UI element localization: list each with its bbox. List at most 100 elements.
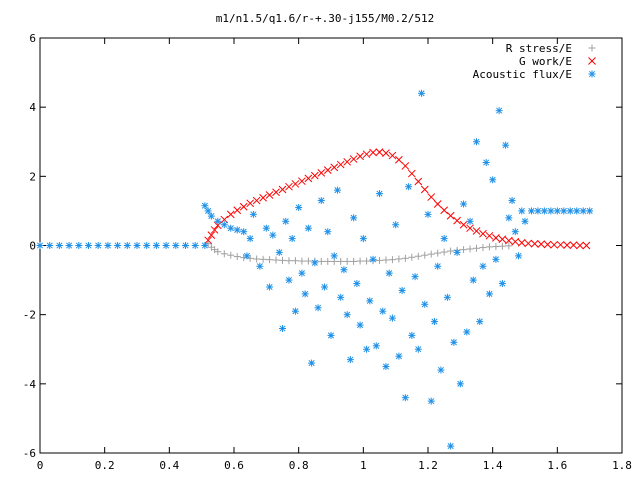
chart-title: m1/n1.5/q1.6/r-+.30-j155/M0.2/512 [216, 12, 435, 25]
data-point [272, 188, 280, 197]
x-tick-label: 1.6 [547, 459, 567, 472]
data-point [479, 244, 487, 252]
data-point [388, 256, 396, 264]
data-point [272, 256, 280, 264]
data-point [279, 256, 286, 264]
data-point [376, 256, 383, 264]
data-point [433, 200, 442, 208]
data-point [447, 442, 455, 450]
data-point [466, 224, 474, 233]
data-point [395, 352, 403, 360]
data-point [266, 256, 274, 264]
axis-ticks: 0 0.2 0.4 0.6 0.8 1 1.2 1.4 1.6 1.8 -6 -4 -2 0 2 4 6 [23, 32, 632, 472]
data-point [324, 228, 332, 236]
data-point [291, 257, 299, 265]
data-point [466, 217, 474, 225]
data-point [308, 359, 316, 367]
data-point [278, 185, 287, 194]
data-point [401, 254, 409, 262]
data-point [485, 290, 493, 298]
data-point [453, 248, 461, 256]
data-point [265, 191, 274, 199]
series-layer [36, 89, 594, 450]
data-point [527, 207, 535, 215]
data-point [201, 242, 209, 249]
data-point [573, 207, 581, 215]
data-point [285, 257, 293, 265]
data-point [421, 300, 429, 308]
x-tick-label: 0.4 [159, 459, 179, 472]
data-point [321, 283, 329, 291]
data-point [152, 242, 160, 249]
data-point [579, 207, 587, 215]
data-point [537, 240, 546, 248]
data-point [456, 380, 464, 388]
data-point [505, 214, 513, 222]
legend-label: R stress/E [506, 42, 572, 55]
data-point [489, 176, 497, 184]
data-point [401, 394, 409, 402]
data-point [459, 220, 468, 229]
data-point [440, 235, 448, 243]
data-point [162, 242, 170, 249]
data-point [356, 257, 364, 265]
data-point [430, 318, 438, 326]
data-point [447, 247, 455, 255]
data-point [498, 280, 506, 288]
data-point [295, 203, 303, 211]
data-point [317, 169, 326, 177]
data-point [243, 252, 251, 260]
data-point [275, 248, 283, 256]
data-point [285, 276, 293, 284]
data-point [36, 242, 44, 249]
data-point [424, 210, 432, 218]
data-point [420, 185, 429, 194]
data-point [530, 239, 539, 248]
data-point [304, 224, 312, 232]
data-point [543, 240, 552, 249]
data-point [418, 89, 426, 97]
data-point [476, 318, 484, 326]
data-point [336, 160, 345, 169]
data-point [463, 328, 471, 336]
y-tick-label: 6 [29, 32, 36, 45]
data-point [485, 243, 493, 251]
data-point [214, 217, 222, 225]
data-point [269, 231, 277, 239]
series-cross [204, 148, 591, 250]
data-point [298, 257, 306, 265]
data-point [343, 311, 351, 319]
data-point [517, 238, 526, 247]
data-point [233, 226, 241, 234]
data-point [382, 363, 390, 371]
data-point [407, 169, 416, 178]
data-point [327, 331, 335, 339]
data-point [582, 241, 591, 250]
data-point [524, 239, 533, 248]
data-point [340, 266, 348, 274]
data-point [550, 240, 558, 249]
data-point [259, 255, 267, 263]
x-tick-label: 1.2 [418, 459, 438, 472]
data-point [314, 304, 322, 312]
data-point [540, 207, 548, 215]
data-point [123, 242, 131, 249]
data-point [473, 138, 480, 146]
data-point [333, 186, 341, 194]
data-point [382, 149, 390, 158]
data-point [301, 290, 309, 298]
data-point [94, 242, 102, 249]
data-point [553, 207, 561, 215]
data-point [421, 251, 429, 259]
data-point [518, 207, 526, 215]
data-point [65, 242, 73, 249]
data-point [246, 199, 255, 208]
data-point [239, 202, 248, 211]
data-point [233, 206, 242, 215]
data-point [473, 244, 480, 252]
data-point [220, 221, 228, 229]
data-point [414, 177, 423, 186]
data-point [566, 207, 574, 215]
data-point [349, 155, 358, 163]
